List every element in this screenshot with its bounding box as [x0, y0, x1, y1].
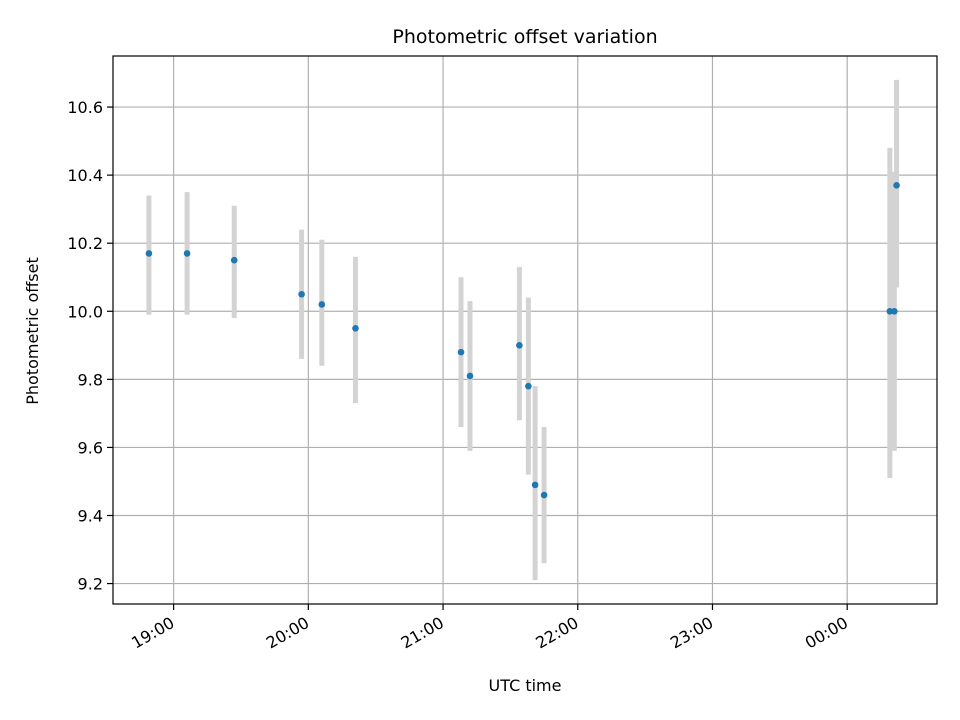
y-tick-label: 10.0	[67, 302, 103, 321]
data-point	[352, 324, 359, 332]
chart-title: Photometric offset variation	[392, 26, 657, 48]
y-tick-label: 9.8	[78, 370, 103, 389]
y-tick-label: 10.4	[67, 166, 103, 185]
grid	[113, 56, 937, 604]
data-point	[893, 182, 900, 189]
data-point	[183, 250, 191, 257]
data-point	[466, 372, 474, 380]
data-point	[891, 307, 898, 315]
data-point	[298, 290, 305, 298]
plot-area-frame	[112, 55, 938, 605]
y-axis-title: Photometric offset	[23, 257, 42, 405]
data-point	[318, 301, 326, 308]
data-points	[145, 182, 900, 499]
y-tick-label: 9.2	[78, 575, 103, 594]
y-tick-label: 9.4	[78, 507, 103, 526]
data-point	[516, 342, 523, 349]
data-point	[531, 481, 539, 489]
data-point	[525, 382, 532, 390]
data-point	[457, 348, 465, 356]
y-tick-label: 10.6	[67, 98, 103, 117]
y-tick-label: 9.6	[78, 438, 103, 457]
data-point	[230, 256, 238, 264]
y-tick-label: 10.2	[67, 234, 103, 253]
data-point	[540, 491, 548, 499]
x-axis-title: UTC time	[489, 676, 562, 695]
data-point	[145, 250, 153, 257]
